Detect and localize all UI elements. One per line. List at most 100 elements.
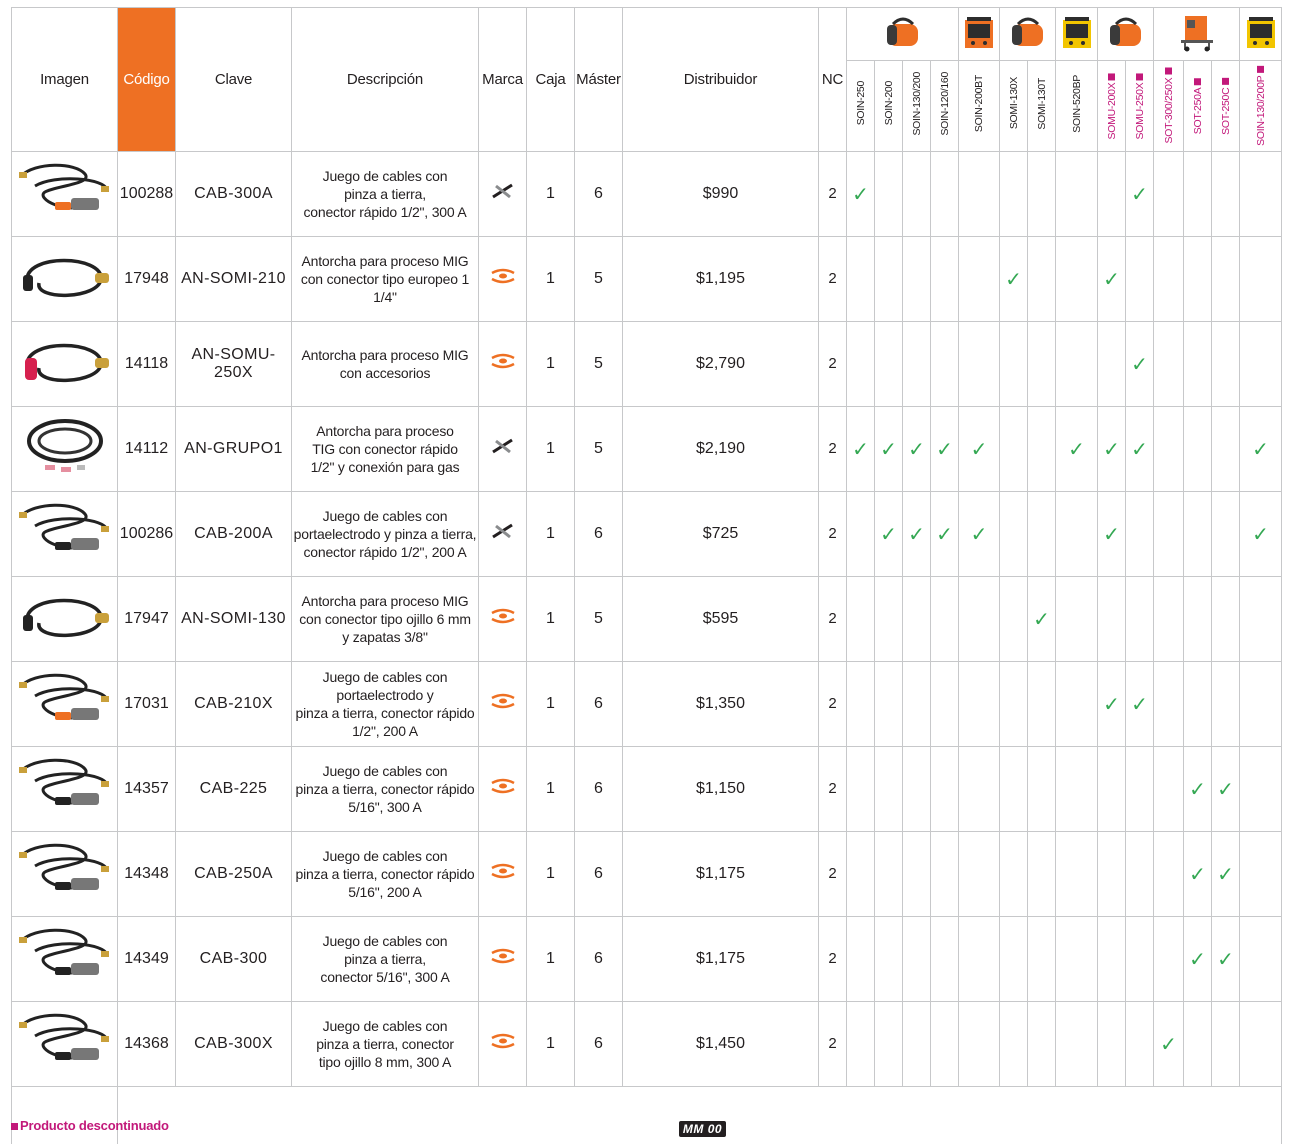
machine-image-cell bbox=[958, 7, 1000, 61]
compat-cell bbox=[1153, 235, 1184, 322]
compat-cell bbox=[874, 320, 903, 407]
model-header-somi-130x: SOMI-130X bbox=[999, 60, 1028, 152]
compat-cell bbox=[1183, 405, 1212, 492]
model-name-text: SOIN-520BP bbox=[1070, 74, 1083, 133]
compat-cell: ✓ bbox=[1239, 490, 1282, 577]
clave-cell: AN-SOMI-210 bbox=[175, 235, 292, 322]
compat-cell: ✓ bbox=[874, 405, 903, 492]
descripcion-line: 5/16", 200 A bbox=[348, 883, 422, 900]
descripcion-line: pinza a tierra, conector rápido bbox=[295, 865, 475, 882]
caja-cell: 1 bbox=[526, 915, 575, 1002]
descripcion-cell: Antorcha para proceso MIG con conector ti… bbox=[291, 575, 479, 662]
discontinued-marker-icon bbox=[1165, 68, 1172, 76]
header-distribuidor: Distribuidor bbox=[622, 7, 819, 152]
truper-logo-icon bbox=[490, 779, 515, 794]
truper-logo-icon bbox=[490, 354, 515, 369]
machine-image-cell bbox=[846, 7, 959, 61]
descripcion-line: Antorcha para proceso MIG bbox=[301, 252, 469, 269]
nc-cell: 2 bbox=[818, 745, 847, 832]
descripcion-line: Juego de cables con bbox=[322, 847, 448, 864]
compat-cell bbox=[1027, 235, 1056, 322]
compat-cell bbox=[874, 1000, 903, 1087]
compat-cell bbox=[1055, 235, 1098, 322]
descripcion-line: pinza a tierra, conector rápido bbox=[295, 780, 475, 797]
model-header-sot-250c: SOT-250C bbox=[1211, 60, 1240, 152]
product-image-cell bbox=[11, 830, 118, 917]
compat-cell bbox=[1153, 915, 1184, 1002]
marca-cell bbox=[478, 235, 527, 322]
compat-cell bbox=[1239, 1000, 1282, 1087]
compat-cell: ✓ bbox=[846, 150, 875, 237]
compat-cell bbox=[1055, 1000, 1098, 1087]
clave-cell: CAB-250A bbox=[175, 830, 292, 917]
nc-cell: 2 bbox=[818, 1000, 847, 1087]
compat-cell bbox=[902, 1000, 931, 1087]
precio-cell: $2,790 bbox=[622, 320, 819, 407]
codigo-cell: 100286 bbox=[117, 490, 176, 577]
compat-cell bbox=[874, 575, 903, 662]
compat-cell bbox=[1055, 745, 1098, 832]
compat-cell: ✓ bbox=[1027, 575, 1056, 662]
precio-cell: $1,450 bbox=[622, 1000, 819, 1087]
header-imagen: Imagen bbox=[11, 7, 118, 152]
compat-cell: ✓ bbox=[1211, 745, 1240, 832]
model-name: SOMU-250X bbox=[1134, 68, 1146, 139]
master-cell: 6 bbox=[574, 150, 623, 237]
compat-cell bbox=[1211, 660, 1240, 747]
check-icon: ✓ bbox=[1103, 691, 1120, 716]
welding-cable-set-icon bbox=[22, 259, 109, 298]
compat-cell: ✓ bbox=[1125, 660, 1154, 747]
compat-cell bbox=[1027, 405, 1056, 492]
model-name: SOMI-130T bbox=[1036, 78, 1048, 130]
compat-cell: ✓ bbox=[902, 405, 931, 492]
model-header-sot-250a: SOT-250A bbox=[1183, 60, 1212, 152]
master-cell: 6 bbox=[574, 660, 623, 747]
caja-cell: 1 bbox=[526, 490, 575, 577]
compat-cell bbox=[1097, 575, 1126, 662]
clave-cell: CAB-300X bbox=[175, 1000, 292, 1087]
marca-cell bbox=[478, 320, 527, 407]
model-name-text: SOIN-250 bbox=[854, 81, 867, 126]
compat-cell bbox=[1211, 405, 1240, 492]
compat-cell bbox=[1125, 745, 1154, 832]
model-header-soin-250: SOIN-250 bbox=[846, 60, 875, 152]
caja-cell: 1 bbox=[526, 1000, 575, 1087]
compat-cell bbox=[902, 745, 931, 832]
header-master: Máster bbox=[574, 7, 623, 152]
welding-cable-set-icon bbox=[18, 674, 109, 721]
compat-cell: ✓ bbox=[1183, 830, 1212, 917]
compat-cell bbox=[846, 235, 875, 322]
model-name: SOIN-520BP bbox=[1071, 75, 1083, 133]
product-image-cell bbox=[11, 915, 118, 1002]
precio-cell: $2,190 bbox=[622, 405, 819, 492]
table-row: 14357 CAB-225 Juego de cables con pinza a t… bbox=[11, 745, 1282, 832]
codigo-cell: 14357 bbox=[117, 745, 176, 832]
compat-cell bbox=[1125, 490, 1154, 577]
compat-cell bbox=[846, 660, 875, 747]
codigo-cell: 14118 bbox=[117, 320, 176, 407]
compat-cell bbox=[930, 575, 959, 662]
check-icon: ✓ bbox=[908, 521, 925, 546]
welding-cable-set-icon bbox=[18, 1014, 109, 1061]
check-icon: ✓ bbox=[1131, 436, 1148, 461]
descripcion-line: conector 5/16", 300 A bbox=[320, 968, 450, 985]
table-row: 14348 CAB-250A Juego de cables con pinza a … bbox=[11, 830, 1282, 917]
mm00-badge: MM 00 bbox=[678, 1120, 727, 1137]
compat-cell bbox=[1239, 660, 1282, 747]
table-row: 17948 AN-SOMI-210 Antorcha para proceso MI… bbox=[11, 235, 1282, 322]
machine-image-cell bbox=[999, 7, 1056, 61]
descripcion-cell: Juego de cables con portaelectrodo y pinz… bbox=[291, 490, 479, 577]
model-name-text: SOIN-200BT bbox=[973, 74, 985, 132]
compat-cell bbox=[1153, 830, 1184, 917]
compat-cell bbox=[958, 235, 1000, 322]
descripcion-line: con conector tipo europeo 1 1/4" bbox=[300, 270, 470, 305]
check-icon: ✓ bbox=[936, 436, 953, 461]
compat-cell: ✓ bbox=[1211, 830, 1240, 917]
compat-cell bbox=[958, 660, 1000, 747]
compat-cell bbox=[1097, 830, 1126, 917]
descripcion-cell: Juego de cables con pinza a tierra, conec… bbox=[291, 830, 479, 917]
codigo-cell: 14348 bbox=[117, 830, 176, 917]
welder-machine-icon bbox=[1011, 17, 1043, 46]
compat-cell bbox=[874, 660, 903, 747]
descripcion-line: 1/2" y conexión para gas bbox=[310, 458, 460, 475]
